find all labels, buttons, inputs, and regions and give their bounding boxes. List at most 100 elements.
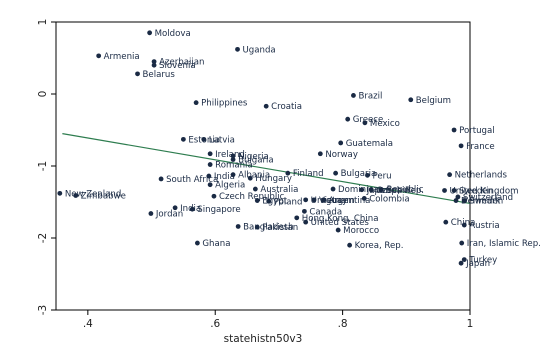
data-point: [235, 224, 241, 229]
data-point: [333, 170, 339, 176]
data-point: [303, 197, 309, 203]
data-point-label: Spain: [386, 186, 410, 196]
data-point: [207, 182, 213, 188]
data-point: [73, 193, 79, 198]
data-point-label: Portugal: [459, 126, 495, 136]
data-point-label: Croatia: [271, 102, 302, 112]
data-point-label: Guatemala: [346, 139, 393, 149]
data-point: [303, 219, 309, 225]
data-point-label: United States: [311, 218, 370, 228]
data-point-label: Brazil: [358, 91, 382, 101]
data-point: [359, 187, 365, 193]
data-point-label: New Zealand: [65, 189, 121, 199]
data-point: [302, 208, 307, 214]
y-tick-label: -3: [37, 305, 49, 315]
data-point-label: Belgium: [416, 96, 451, 106]
data-point-label: Peru: [372, 171, 391, 181]
data-point: [235, 46, 240, 52]
data-point: [230, 172, 236, 178]
data-point: [147, 30, 153, 36]
data-point-label: Bangladesh: [243, 222, 293, 232]
data-point-label: Canada: [309, 207, 342, 217]
data-point: [206, 173, 212, 179]
data-point: [230, 157, 236, 162]
data-point: [207, 151, 213, 157]
data-point-label: Uruguay: [311, 196, 348, 206]
data-point: [378, 187, 384, 193]
data-point-label: Iran, Islamic Rep.: [467, 239, 541, 249]
data-point-label: Denmark: [461, 197, 501, 207]
data-point: [294, 215, 300, 221]
data-point: [362, 120, 368, 126]
data-point-label: Austria: [469, 221, 499, 231]
data-point-label: Egypt: [262, 197, 287, 207]
data-point-label: Moldova: [155, 29, 191, 39]
data-point-label: Czech Republic: [219, 192, 285, 202]
data-point: [201, 136, 207, 142]
data-point-label: Azerbaijan: [159, 58, 204, 68]
data-point-label: Singapore: [197, 205, 240, 215]
data-point: [172, 205, 178, 211]
data-point-label: Switzerland: [463, 193, 513, 203]
data-point-label: Australia: [260, 185, 298, 195]
data-point-label: Sweden: [469, 197, 503, 207]
data-point-label: Latvia: [209, 135, 235, 145]
data-point-label: Bulgaria: [341, 169, 377, 179]
data-point-label: Jordan: [155, 210, 183, 220]
data-point: [451, 188, 457, 193]
data-point: [285, 170, 291, 176]
data-point: [368, 187, 374, 193]
data-point-label: Estonia: [188, 135, 220, 145]
data-point-label: France: [466, 142, 495, 152]
data-point: [461, 222, 467, 228]
data-point-label: China: [451, 218, 476, 228]
data-point-label: United Kingdom: [450, 186, 519, 196]
data-point: [351, 93, 356, 98]
data-point: [311, 197, 317, 203]
data-point: [335, 227, 341, 233]
data-point-label: Uganda: [243, 45, 276, 55]
data-point: [453, 198, 459, 203]
data-point: [148, 211, 154, 216]
data-point: [180, 136, 186, 142]
data-point-label: Philippines: [201, 99, 248, 109]
data-point: [252, 186, 258, 192]
data-point: [266, 198, 272, 204]
data-point-label: Dominican Republic: [338, 185, 424, 195]
data-point-label: Pakistan: [262, 223, 298, 233]
data-point-label: Ireland: [215, 150, 245, 160]
data-point: [247, 175, 253, 181]
data-point: [135, 71, 140, 77]
data-point-label: Colombia: [369, 194, 409, 204]
data-point: [461, 257, 467, 262]
data-point: [151, 59, 157, 64]
data-point-label: Armenia: [104, 52, 140, 62]
data-point-label: Argentina: [329, 196, 371, 206]
data-point: [193, 100, 199, 106]
x-tick-label: .6: [210, 318, 220, 330]
data-point: [194, 240, 200, 246]
data-point: [458, 260, 464, 266]
y-tick-label: 1: [37, 19, 49, 26]
data-point-label: Turkey: [468, 256, 497, 266]
data-point: [345, 116, 351, 122]
data-point-label: Ghana: [202, 239, 230, 249]
data-point: [263, 103, 269, 109]
data-point: [443, 219, 449, 225]
data-point: [151, 62, 157, 68]
y-tick-label: 0: [37, 91, 49, 98]
data-point-label: Czech Rep.: [376, 186, 424, 196]
data-point-label: Belarus: [143, 70, 176, 80]
data-point: [408, 97, 414, 103]
data-point: [96, 53, 102, 59]
data-point-label: Hungary: [255, 174, 292, 184]
data-point-label: Algeria: [215, 181, 245, 191]
data-point-label: Poland: [274, 197, 303, 207]
data-point-label: South Africa: [166, 175, 218, 185]
data-point-label: Slovenia: [159, 61, 196, 71]
y-tick-label: -2: [37, 233, 49, 243]
data-point-label: India: [214, 172, 235, 182]
data-point: [330, 186, 336, 192]
data-point: [230, 153, 236, 159]
